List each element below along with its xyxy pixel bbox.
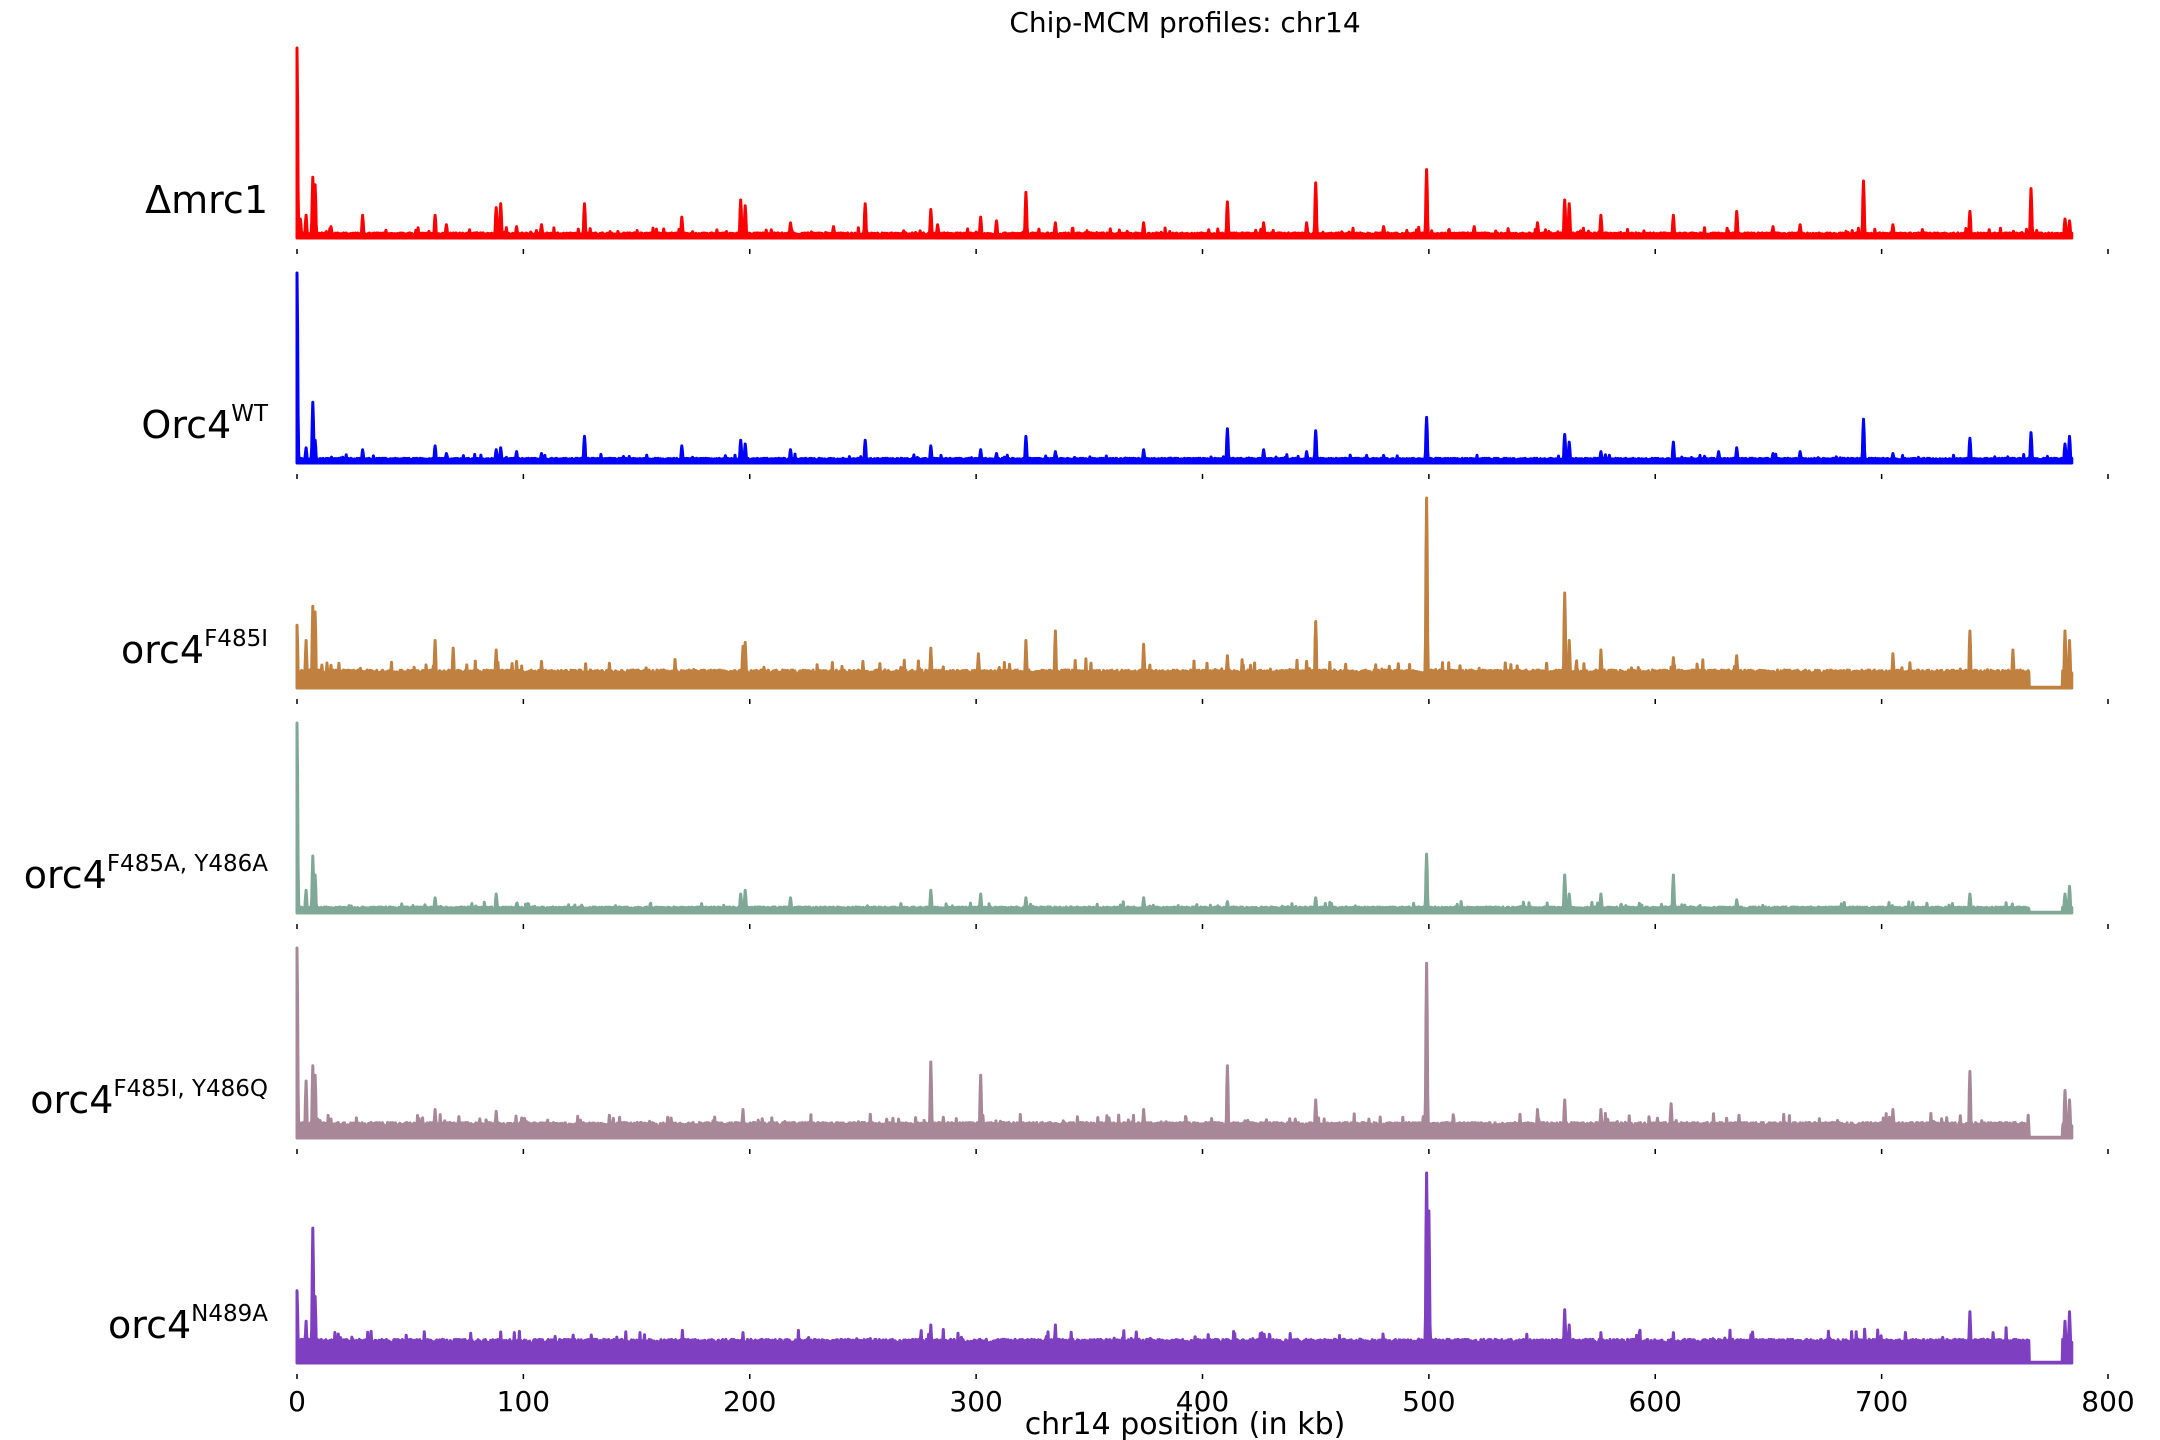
track-3: orc4F485A, Y486A	[24, 721, 2109, 929]
x-tick-label: 100	[497, 1385, 550, 1418]
x-tick-label: 200	[723, 1385, 776, 1418]
track-2: orc4F485I	[121, 496, 2109, 704]
series-profile	[295, 46, 2074, 240]
series-label-superscript: N489A	[191, 1301, 268, 1327]
series-label-superscript: WT	[231, 401, 269, 427]
series-label: orc4F485I, Y486Q	[30, 1076, 268, 1122]
track-4: orc4F485I, Y486Q	[30, 946, 2109, 1154]
x-tick-label: 0	[288, 1385, 306, 1418]
track-5: orc4N489A	[108, 1171, 2109, 1379]
series-label-base: orc4	[24, 853, 107, 897]
track-1: Orc4WT	[141, 271, 2109, 479]
series-profile	[295, 1171, 2074, 1365]
series-profile	[295, 271, 2074, 465]
series-label-base: orc4	[108, 1303, 191, 1347]
x-tick-label: 600	[1629, 1385, 1682, 1418]
x-tick-label: 500	[1402, 1385, 1455, 1418]
series-profile	[295, 946, 2074, 1140]
x-tick-label: 700	[1855, 1385, 1908, 1418]
x-tick-label: 800	[2081, 1385, 2134, 1418]
track-0: Δmrc1	[145, 46, 2109, 254]
series-label: orc4F485A, Y486A	[24, 851, 269, 897]
series-label-superscript: F485A, Y486A	[107, 851, 268, 877]
series-label: Orc4WT	[141, 401, 269, 447]
series-label: orc4F485I	[121, 626, 268, 672]
x-tick-label: 400	[1176, 1385, 1229, 1418]
x-axis-label: chr14 position (in kb)	[1025, 1407, 1346, 1440]
x-axis: 0 100 200 300 400 500 600 700 800	[288, 1385, 2135, 1418]
chart-title: Chip-MCM profiles: chr14	[1009, 6, 1360, 39]
series-label-base: orc4	[121, 628, 204, 672]
series-label-base: Orc4	[141, 403, 231, 447]
series-label-superscript: F485I, Y486Q	[113, 1076, 268, 1102]
series-label: Δmrc1	[145, 178, 268, 222]
x-tick-label: 300	[949, 1385, 1002, 1418]
series-profile	[295, 496, 2074, 690]
series-label-superscript: F485I	[204, 626, 268, 652]
series-profile	[295, 721, 2074, 915]
series-label-base: Δmrc1	[145, 178, 268, 222]
series-label-base: orc4	[30, 1078, 113, 1122]
series-label: orc4N489A	[108, 1301, 268, 1347]
